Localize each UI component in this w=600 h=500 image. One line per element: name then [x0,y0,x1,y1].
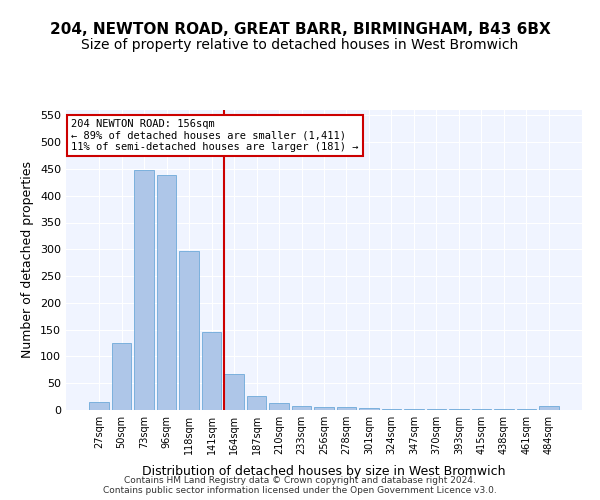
Bar [359,408,379,410]
Bar [224,374,244,410]
Bar [404,409,424,410]
Bar [179,251,199,410]
Bar [427,409,446,410]
Text: Size of property relative to detached houses in West Bromwich: Size of property relative to detached ho… [82,38,518,52]
Bar [269,402,289,410]
Bar [539,406,559,410]
Text: 204, NEWTON ROAD, GREAT BARR, BIRMINGHAM, B43 6BX: 204, NEWTON ROAD, GREAT BARR, BIRMINGHAM… [50,22,550,38]
Bar [247,396,266,410]
Bar [314,408,334,410]
Bar [157,176,176,410]
Bar [337,408,356,410]
Bar [134,170,154,410]
Bar [112,342,131,410]
Bar [382,409,401,410]
Text: Contains HM Land Registry data © Crown copyright and database right 2024.
Contai: Contains HM Land Registry data © Crown c… [103,476,497,495]
Bar [292,406,311,410]
Bar [89,402,109,410]
X-axis label: Distribution of detached houses by size in West Bromwich: Distribution of detached houses by size … [142,466,506,478]
Y-axis label: Number of detached properties: Number of detached properties [22,162,34,358]
Text: 204 NEWTON ROAD: 156sqm
← 89% of detached houses are smaller (1,411)
11% of semi: 204 NEWTON ROAD: 156sqm ← 89% of detache… [71,119,359,152]
Bar [202,332,221,410]
Bar [449,409,469,410]
